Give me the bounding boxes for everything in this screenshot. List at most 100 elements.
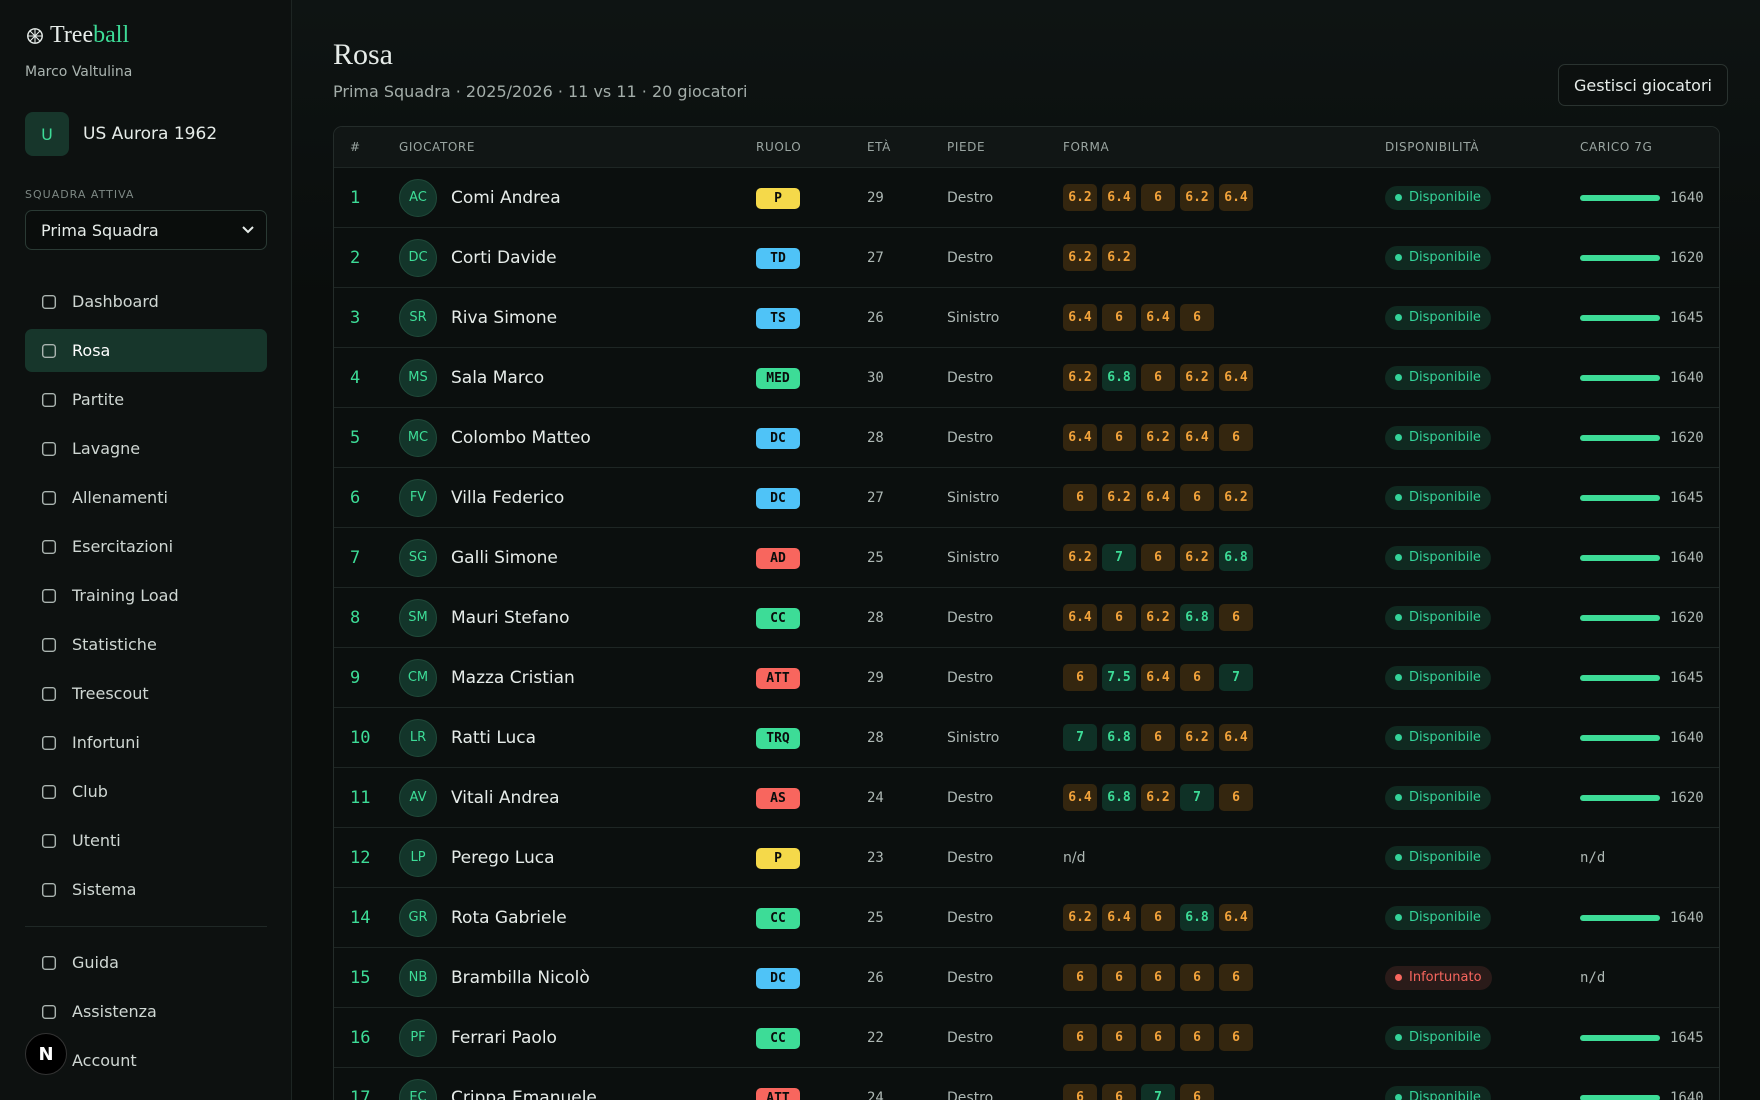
nav-item[interactable]: Dashboard — [25, 280, 267, 323]
nav-item[interactable]: Statistiche — [25, 623, 267, 666]
player-row[interactable]: 11 AV Vitali Andrea AS 24 Destro 6.4 6.8 6.2 7 6 Di… — [334, 767, 1719, 827]
player-row[interactable]: 2 DC Corti Davide TD 27 Destro 6.2 6.2 Disponibi… — [334, 227, 1719, 287]
team-select[interactable]: Prima Squadra — [25, 210, 267, 250]
forma-chip: 6 — [1141, 184, 1175, 211]
availability: Infortunato — [1385, 965, 1492, 990]
club-initial: U — [25, 112, 69, 156]
load-bar — [1580, 794, 1660, 801]
load-cell: 1640 — [1580, 189, 1719, 206]
load-bar — [1580, 494, 1660, 501]
avatar: AC — [399, 178, 437, 217]
forma-chip: 7.5 — [1102, 664, 1136, 691]
player-row[interactable]: 3 SR Riva Simone TS 26 Sinistro 6.4 6 6.4 6 Dispon… — [334, 287, 1719, 347]
player-row[interactable]: 7 SG Galli Simone AD 25 Sinistro 6.2 7 6 6.2 6.8 Di… — [334, 527, 1719, 587]
player-row[interactable]: 15 NB Brambilla Nicolò DC 26 Destro 6 6 6 6 6 Infor… — [334, 947, 1719, 1007]
role-badge: AD — [756, 547, 800, 569]
player-name: Perego Luca — [451, 847, 555, 868]
availability-cell: Disponibile — [1385, 845, 1580, 870]
nav-item[interactable]: Rosa — [25, 329, 267, 372]
load-value: 1645 — [1670, 1029, 1704, 1046]
player-number: 15 — [350, 967, 371, 988]
forma-chip: 7 — [1219, 664, 1253, 691]
nav-item[interactable]: Club — [25, 770, 267, 813]
team-select-value: Prima Squadra — [41, 220, 159, 240]
status-dot — [1395, 374, 1402, 381]
user-name: Marco Valtulina — [25, 64, 133, 80]
availability: Disponibile — [1385, 725, 1491, 750]
role-cell: P — [756, 187, 867, 209]
foot: Destro — [947, 789, 994, 806]
forma-chip: 6 — [1102, 964, 1136, 991]
forma-chip: 6.8 — [1102, 784, 1136, 811]
player-row[interactable]: 10 LR Ratti Luca TRQ 28 Sinistro 7 6.8 6 6.2 6.4 Di… — [334, 707, 1719, 767]
age: 25 — [867, 909, 884, 926]
player-row[interactable]: 8 SM Mauri Stefano CC 28 Destro 6.4 6 6.2 6.8 6 Dis… — [334, 587, 1719, 647]
load-bar — [1580, 734, 1660, 741]
player-row[interactable]: 9 CM Mazza Cristian ATT 29 Destro 6 7.5 6.4 6 7 Dis… — [334, 647, 1719, 707]
avatar: MS — [399, 358, 437, 397]
forma: 6.2 7 6 6.2 6.8 — [1063, 544, 1385, 571]
availability-label: Disponibile — [1409, 910, 1481, 925]
nav-item[interactable]: Esercitazioni — [25, 525, 267, 568]
nav-item[interactable]: Assistenza — [25, 990, 267, 1033]
player-row[interactable]: 14 GR Rota Gabriele CC 25 Destro 6.2 6.4 6 6.8 6.4… — [334, 887, 1719, 947]
availability-label: Disponibile — [1409, 490, 1481, 505]
manage-button[interactable]: Gestisci giocatori — [1557, 64, 1728, 106]
player-row[interactable]: 16 PF Ferrari Paolo CC 22 Destro 6 6 6 6 6 Disponib… — [334, 1007, 1719, 1067]
role-cell: CC — [756, 1027, 867, 1049]
load-bar — [1580, 434, 1660, 441]
nav-item[interactable]: Treescout — [25, 672, 267, 715]
avatar: LP — [399, 838, 437, 877]
dev-badge[interactable]: N — [25, 1033, 67, 1075]
player-row[interactable]: 1 AC Comi Andrea P 29 Destro 6.2 6.4 6 6.2 6.4 Disp… — [334, 167, 1719, 227]
load-value: 1640 — [1670, 189, 1704, 206]
forma-chip: 6.2 — [1180, 724, 1214, 751]
availability-label: Disponibile — [1409, 250, 1481, 265]
nav-item[interactable]: Training Load — [25, 574, 267, 617]
main: Rosa Prima Squadra · 2025/2026 · 11 vs 1… — [292, 0, 1760, 1100]
foot: Destro — [947, 849, 994, 866]
nav-item[interactable]: Partite — [25, 378, 267, 421]
availability-cell: Disponibile — [1385, 545, 1580, 570]
player-row[interactable]: 17 EC Crippa Emanuele ATT 24 Destro 6 6 7 6 Dispon… — [334, 1067, 1719, 1100]
player-row[interactable]: 4 MS Sala Marco MED 30 Destro 6.2 6.8 6 6.2 6.4 Dis… — [334, 347, 1719, 407]
club-card[interactable]: U US Aurora 1962 — [25, 112, 267, 156]
age: 30 — [867, 369, 884, 386]
brand-icon — [27, 27, 43, 44]
role-cell: ATT — [756, 1087, 867, 1100]
availability: Disponibile — [1385, 845, 1491, 870]
player-name: Corti Davide — [451, 247, 557, 268]
forma-chip: 6.2 — [1180, 184, 1214, 211]
brand[interactable]: Treeball — [26, 22, 129, 49]
status-dot — [1395, 794, 1402, 801]
avatar: AV — [399, 778, 437, 817]
forma-chip: 6.2 — [1102, 244, 1136, 271]
nav-label: Esercitazioni — [72, 537, 174, 556]
nav-item[interactable]: Sistema — [25, 868, 267, 911]
player-row[interactable]: 6 FV Villa Federico DC 27 Sinistro 6 6.2 6.4 6 6.2… — [334, 467, 1719, 527]
load-cell: 1640 — [1580, 730, 1719, 746]
player-row[interactable]: 5 MC Colombo Matteo DC 28 Destro 6.4 6 6.2 6.4 6 Di… — [334, 407, 1719, 467]
nav-item[interactable]: Allenamenti — [25, 476, 267, 519]
column-header: CARICO 7G — [1580, 140, 1653, 154]
load-value: 1640 — [1670, 549, 1704, 566]
avatar: SM — [399, 598, 437, 637]
player-row[interactable]: 12 LP Perego Luca P 23 Destro n/d Disponibile n/… — [334, 827, 1719, 887]
foot: Destro — [947, 249, 994, 266]
age: 28 — [867, 609, 884, 626]
nav-item[interactable]: Guida — [25, 941, 267, 984]
foot: Destro — [947, 369, 994, 386]
foot: Sinistro — [947, 309, 1000, 326]
nav-item[interactable]: Lavagne — [25, 427, 267, 470]
forma-chip: 6.4 — [1141, 304, 1175, 331]
forma-chip: 6 — [1102, 1024, 1136, 1051]
foot: Destro — [947, 1089, 994, 1100]
role-badge: CC — [756, 607, 800, 629]
role-cell: AD — [756, 547, 867, 569]
role-cell: TS — [756, 307, 867, 329]
forma: 6.2 6.8 6 6.2 6.4 — [1063, 364, 1385, 391]
nav-item[interactable]: Infortuni — [25, 721, 267, 764]
nav-item[interactable]: Utenti — [25, 819, 267, 862]
header-row: # GIOCATORE RUOLO ETÀ PIEDE FORMA DISPONIBILIT… — [334, 127, 1719, 167]
availability-cell: Disponibile — [1385, 1025, 1580, 1050]
